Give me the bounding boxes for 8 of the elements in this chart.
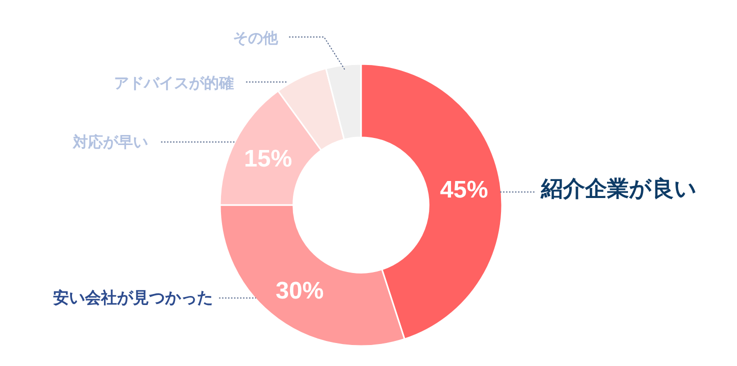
slice-label: 対応が早い [72, 133, 148, 151]
slice-label: アドバイスが的確 [114, 74, 234, 92]
data-label: 30% [276, 277, 324, 304]
slice-label: その他 [233, 29, 279, 47]
slice-label: 安い会社が見つかった [53, 288, 213, 307]
data-label: 15% [244, 146, 292, 173]
slice-label: 紹介企業が良い [540, 176, 697, 202]
data-label: 45% [440, 176, 488, 204]
